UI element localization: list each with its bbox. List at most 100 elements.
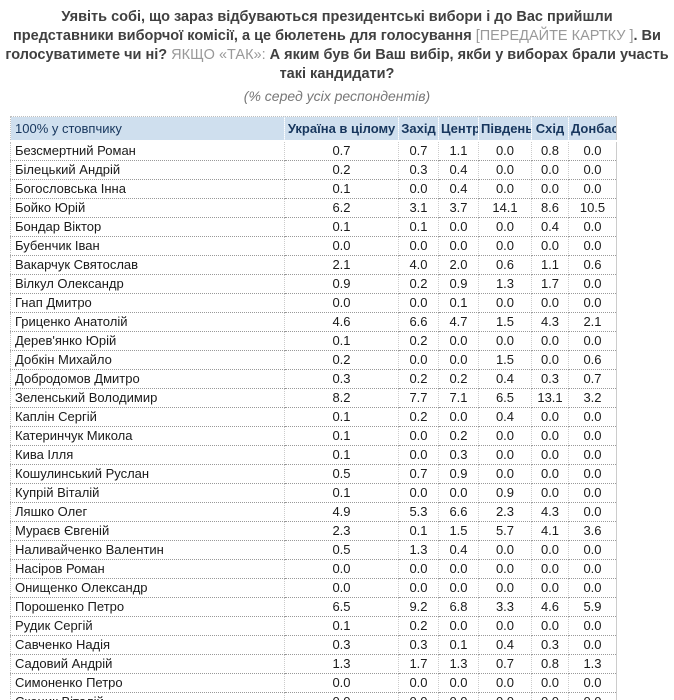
value-cell: 0.0 (531, 464, 569, 484)
value-cell: 0.0 (438, 407, 479, 427)
value-cell: 0.1 (284, 331, 399, 351)
value-cell: 0.0 (398, 426, 439, 446)
table-row: Гнап Дмитро 0.0 0.0 0.1 0.0 0.0 0.0 (10, 293, 617, 313)
value-cell: 0.1 (284, 445, 399, 465)
column-header: Південь (478, 116, 532, 142)
value-cell: 0.0 (398, 293, 439, 313)
value-cell: 0.0 (568, 578, 617, 598)
value-cell: 0.2 (398, 274, 439, 294)
title-line: представники виборчої комісії, а це бюле… (0, 27, 674, 46)
value-cell: 8.2 (284, 388, 399, 408)
value-cell: 0.0 (398, 236, 439, 256)
value-cell: 7.1 (438, 388, 479, 408)
value-cell: 6.5 (284, 597, 399, 617)
table-row: Безсмертний Роман 0.7 0.7 1.1 0.0 0.8 0.0 (10, 141, 617, 161)
table-row: Кошулинський Руслан 0.5 0.7 0.9 0.0 0.0 0.0 (10, 464, 617, 484)
value-cell: 6.8 (438, 597, 479, 617)
table-row: Купрій Віталій 0.1 0.0 0.0 0.9 0.0 0.0 (10, 483, 617, 503)
candidate-name-cell: Рудик Сергій (10, 616, 285, 636)
candidate-name-cell: Насіров Роман (10, 559, 285, 579)
value-cell: 0.2 (398, 369, 439, 389)
candidate-name-cell: Гриценко Анатолій (10, 312, 285, 332)
value-cell: 0.3 (398, 635, 439, 655)
value-cell: 0.0 (531, 236, 569, 256)
value-cell: 5.9 (568, 597, 617, 617)
table-row: Катеринчук Микола 0.1 0.0 0.2 0.0 0.0 0.0 (10, 426, 617, 446)
table-row: Білецький Андрій 0.2 0.3 0.4 0.0 0.0 0.0 (10, 160, 617, 180)
value-cell: 2.1 (284, 255, 399, 275)
value-cell: 4.7 (438, 312, 479, 332)
table-row: Кива Ілля 0.1 0.0 0.3 0.0 0.0 0.0 (10, 445, 617, 465)
value-cell: 0.3 (531, 635, 569, 655)
value-cell: 0.1 (284, 483, 399, 503)
value-cell: 0.2 (398, 616, 439, 636)
value-cell: 0.0 (398, 578, 439, 598)
table-row: Добкін Михайло 0.2 0.0 0.0 1.5 0.0 0.6 (10, 350, 617, 370)
value-cell: 0.0 (478, 445, 532, 465)
value-cell: 0.0 (568, 445, 617, 465)
table-row: Бойко Юрій 6.2 3.1 3.7 14.1 8.6 10.5 (10, 198, 617, 218)
results-table: 100% у стовпчику Україна в цілому Захід Це… (10, 116, 617, 700)
title-segment: голосуватимете чи ні? (5, 47, 172, 63)
title-segment-muted: ЯКЩО «ТАК»: (171, 47, 266, 63)
candidate-name-cell: Добродомов Дмитро (10, 369, 285, 389)
table-row: Садовий Андрій 1.3 1.7 1.3 0.7 0.8 1.3 (10, 654, 617, 674)
value-cell: 7.7 (398, 388, 439, 408)
title-segment: Уявіть собі, що зараз відбуваються прези… (61, 9, 613, 25)
value-cell: 0.1 (284, 407, 399, 427)
corner-header-cell: 100% у стовпчику (10, 116, 285, 142)
value-cell: 0.0 (438, 559, 479, 579)
value-cell: 3.3 (478, 597, 532, 617)
value-cell: 0.3 (398, 160, 439, 180)
candidate-name-cell: Мураєв Євгеній (10, 521, 285, 541)
value-cell: 0.0 (478, 293, 532, 313)
value-cell: 0.7 (568, 369, 617, 389)
value-cell: 0.0 (478, 141, 532, 161)
value-cell: 6.6 (438, 502, 479, 522)
table-row: Вакарчук Святослав 2.1 4.0 2.0 0.6 1.1 0.6 (10, 255, 617, 275)
value-cell: 5.3 (398, 502, 439, 522)
value-cell: 0.0 (568, 331, 617, 351)
survey-results-page: Уявіть собі, що зараз відбуваються прези… (0, 8, 674, 700)
value-cell: 0.0 (568, 616, 617, 636)
value-cell: 0.4 (531, 217, 569, 237)
table-row: Бондар Віктор 0.1 0.1 0.0 0.0 0.4 0.0 (10, 217, 617, 237)
value-cell: 4.6 (531, 597, 569, 617)
value-cell: 0.2 (284, 350, 399, 370)
value-cell: 0.0 (438, 483, 479, 503)
value-cell: 0.8 (531, 141, 569, 161)
value-cell: 0.0 (568, 559, 617, 579)
candidate-name-cell: Богословська Інна (10, 179, 285, 199)
value-cell: 0.0 (568, 407, 617, 427)
value-cell: 1.7 (398, 654, 439, 674)
value-cell: 0.0 (568, 274, 617, 294)
value-cell: 0.0 (478, 559, 532, 579)
candidate-name-cell: Дерев'янко Юрій (10, 331, 285, 351)
value-cell: 0.2 (438, 426, 479, 446)
value-cell: 0.4 (478, 407, 532, 427)
value-cell: 0.0 (531, 483, 569, 503)
title-line: Уявіть собі, що зараз відбуваються прези… (0, 8, 674, 27)
value-cell: 0.0 (531, 160, 569, 180)
column-header: Схід (531, 116, 569, 142)
table-row: Богословська Інна 0.1 0.0 0.4 0.0 0.0 0.0 (10, 179, 617, 199)
candidate-name-cell: Добкін Михайло (10, 350, 285, 370)
subtitle: (% серед усіх респондентів) (243, 88, 431, 104)
candidate-name-cell: Порошенко Петро (10, 597, 285, 617)
value-cell: 0.3 (284, 369, 399, 389)
title-segment: такі кандидати? (279, 66, 395, 82)
candidate-name-cell: Бойко Юрій (10, 198, 285, 218)
value-cell: 0.3 (438, 445, 479, 465)
candidate-name-cell: Скоцик Віталій (10, 692, 285, 700)
candidate-name-cell: Білецький Андрій (10, 160, 285, 180)
value-cell: 0.0 (531, 559, 569, 579)
value-cell: 0.0 (438, 692, 479, 700)
value-cell: 2.0 (438, 255, 479, 275)
value-cell: 1.5 (478, 350, 532, 370)
table-row: Наливайченко Валентин 0.5 1.3 0.4 0.0 0.0 0.0 (10, 540, 617, 560)
value-cell: 0.0 (284, 293, 399, 313)
table-row: Порошенко Петро 6.5 9.2 6.8 3.3 4.6 5.9 (10, 597, 617, 617)
value-cell: 0.7 (398, 141, 439, 161)
value-cell: 0.7 (398, 464, 439, 484)
value-cell: 0.0 (398, 483, 439, 503)
